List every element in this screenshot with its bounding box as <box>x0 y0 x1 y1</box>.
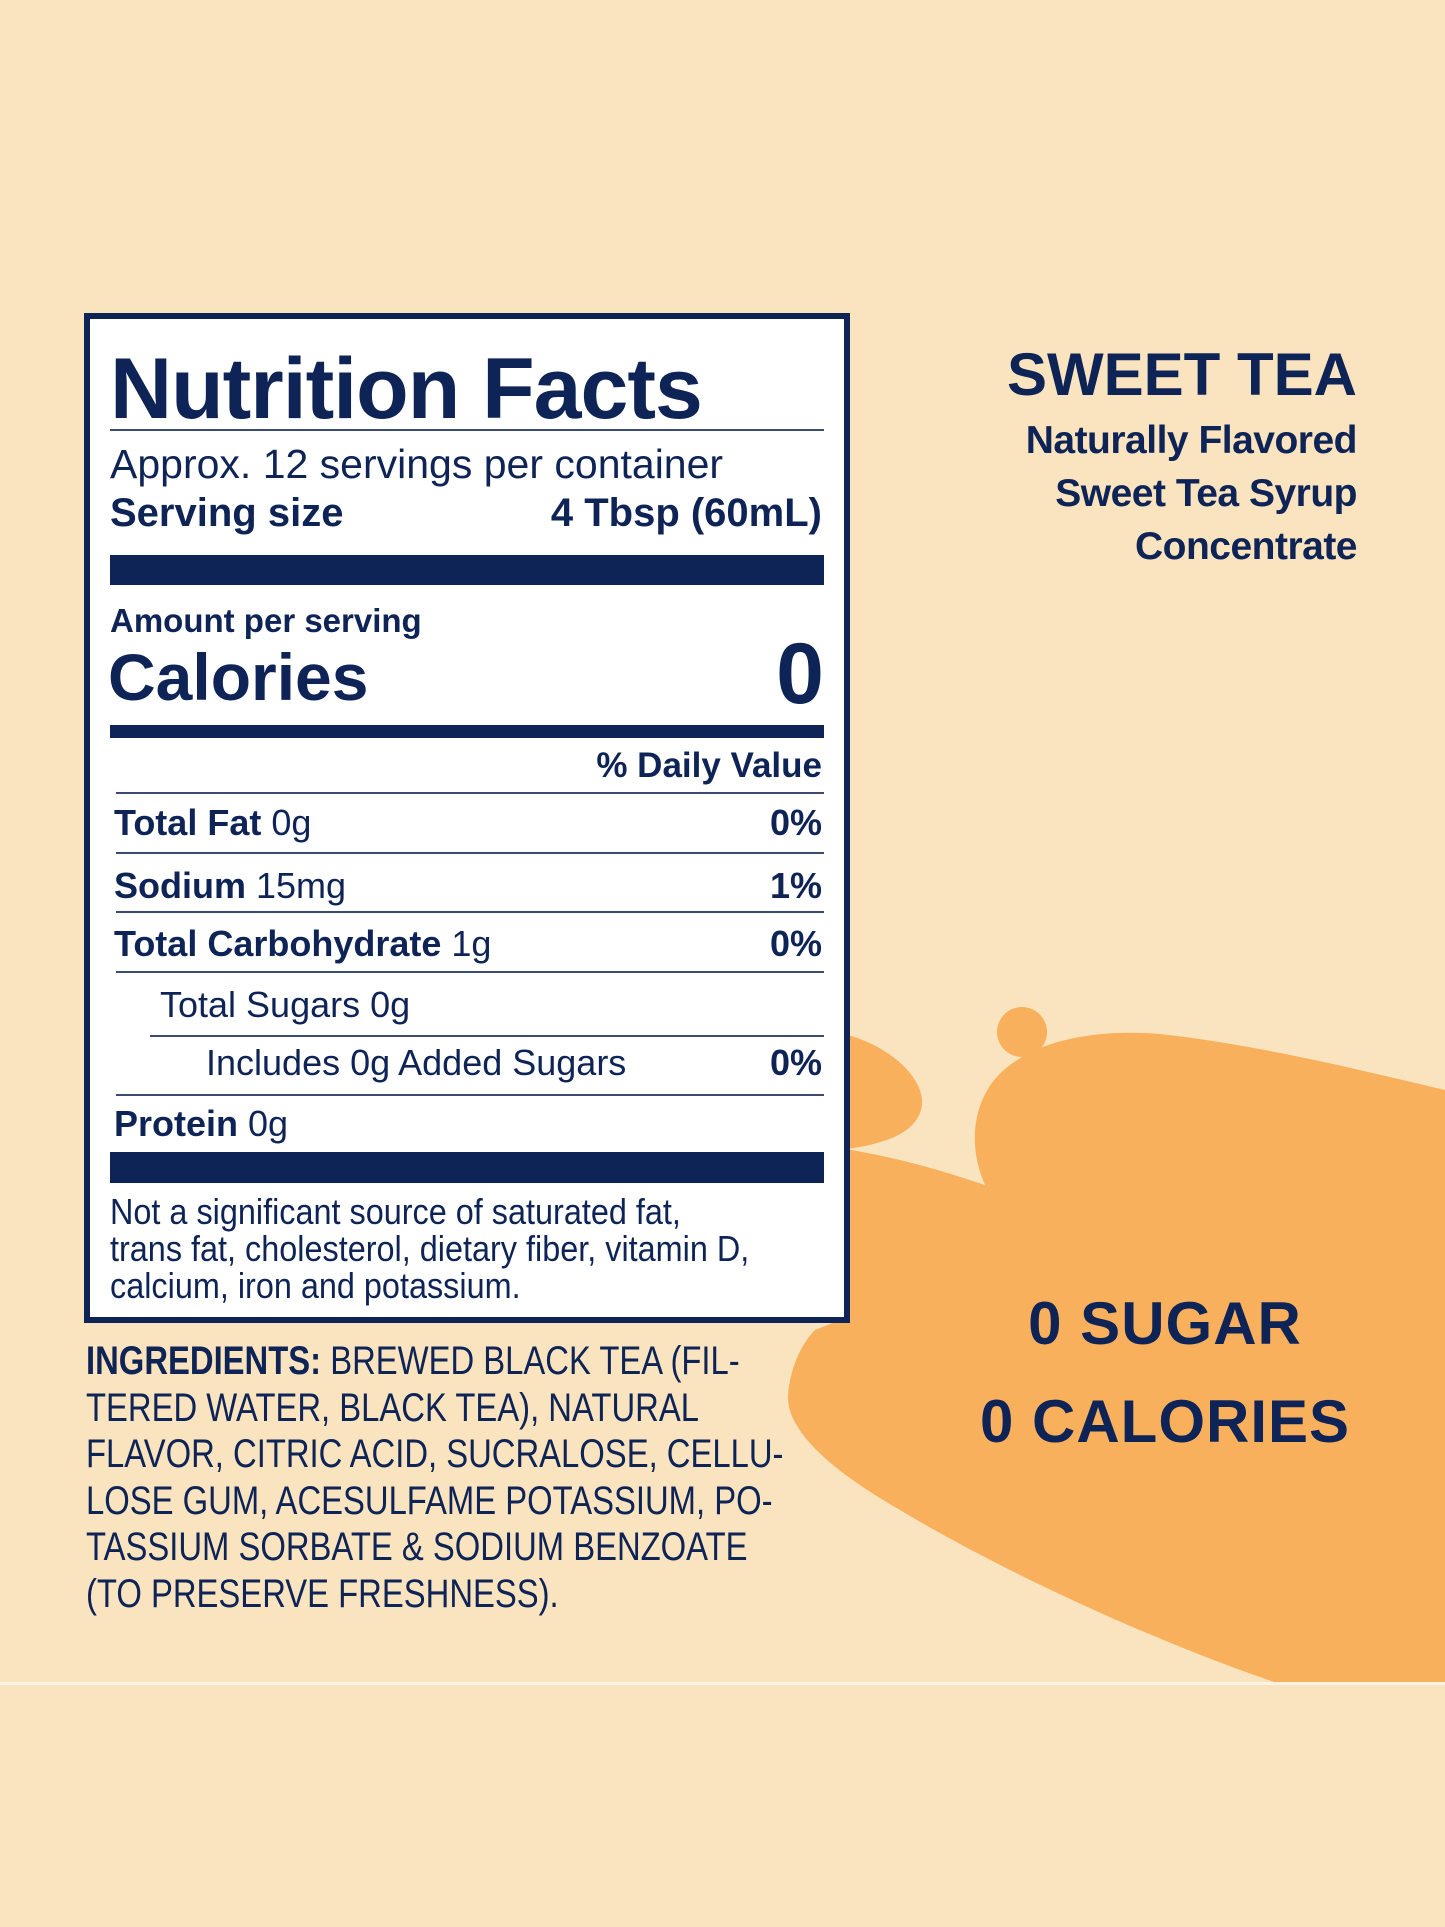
bottom-divider <box>0 1682 1445 1685</box>
rule <box>116 971 824 973</box>
product-name: SWEET TEA <box>1006 341 1357 408</box>
footnote-line: calcium, iron and potassium. <box>110 1265 521 1306</box>
rule <box>116 911 824 913</box>
amount-per-serving: Amount per serving <box>110 602 422 639</box>
rule <box>110 429 824 431</box>
splash-body <box>787 1032 1445 1684</box>
ingredients-line: (TO PRESERVE FRESHNESS). <box>86 1571 559 1616</box>
ingredients-text: BREWED BLACK TEA (FIL- <box>321 1339 740 1383</box>
footnote: Not a significant source of saturated fa… <box>110 1193 820 1304</box>
footnote-line: trans fat, cholesterol, dietary fiber, v… <box>110 1228 750 1269</box>
rule <box>116 1094 824 1096</box>
thick-rule <box>110 555 824 585</box>
ingredients-line: TASSIUM SORBATE & SODIUM BENZOATE <box>86 1525 748 1569</box>
nutrient-amount: 1g <box>451 923 492 964</box>
servings-per-container: Approx. 12 servings per container <box>110 441 724 487</box>
ingredients-list: INGREDIENTS: BREWED BLACK TEA (FIL- TERE… <box>86 1338 783 1617</box>
ingredients-line: FLAVOR, CITRIC ACID, SUCRALOSE, CELLU- <box>86 1432 784 1476</box>
calories-label: Calories <box>108 640 369 714</box>
daily-value-total-carbohydrate: 0% <box>769 923 822 964</box>
claim-zero-calories: 0 CALORIES <box>979 1388 1351 1455</box>
daily-value-added-sugars: 0% <box>769 1042 822 1083</box>
calories-value: 0 <box>776 626 824 722</box>
medium-rule <box>110 725 824 738</box>
nutrient-name: Protein <box>114 1103 239 1144</box>
product-description-line: Sweet Tea Syrup <box>1055 472 1357 515</box>
daily-value-header: % Daily Value <box>596 746 822 785</box>
nutrient-amount: 15mg <box>256 865 347 906</box>
nutrient-amount: 0g <box>248 1103 289 1144</box>
nutrient-amount: 0g <box>271 802 312 843</box>
nutrition-facts-label: Nutrition Facts Approx. 12 servings per … <box>84 313 850 1323</box>
nutrient-row-total-carbohydrate: Total Carbohydrate 1g <box>114 924 491 964</box>
nutrient-row-added-sugars: Includes 0g Added Sugars <box>206 1042 627 1083</box>
daily-value-total-fat: 0% <box>769 802 822 843</box>
nutrient-name: Sodium <box>114 865 246 906</box>
product-description: Naturally Flavored Sweet Tea Syrup Conce… <box>1025 414 1358 573</box>
nutrient-row-total-sugars: Total Sugars 0g <box>160 984 411 1025</box>
nutrient-row-total-fat: Total Fat 0g <box>114 803 311 843</box>
daily-value-sodium: 1% <box>769 865 822 906</box>
footnote-line: Not a significant source of saturated fa… <box>110 1191 681 1232</box>
nutrient-row-protein: Protein 0g <box>114 1104 288 1144</box>
thick-rule <box>110 1152 824 1183</box>
claim-zero-sugar: 0 SUGAR <box>1028 1290 1302 1357</box>
rule <box>116 792 824 794</box>
nutrient-name: Total Carbohydrate <box>114 923 442 964</box>
ingredients-line: LOSE GUM, ACESULFAME POTASSIUM, PO- <box>86 1478 773 1523</box>
serving-size-value: 4 Tbsp (60mL) <box>550 491 822 535</box>
product-description-line: Naturally Flavored <box>1025 419 1358 462</box>
nutrient-row-sodium: Sodium 15mg <box>114 866 346 906</box>
nutrient-name: Total Fat <box>114 802 262 843</box>
splash-droplet-dot <box>997 1007 1047 1057</box>
product-description-line: Concentrate <box>1134 525 1358 568</box>
label-title: Nutrition Facts <box>110 341 703 437</box>
rule <box>116 852 824 854</box>
rule <box>150 1035 824 1037</box>
ingredients-line: INGREDIENTS: BREWED BLACK TEA (FIL- <box>86 1338 783 1385</box>
serving-size-label: Serving size <box>110 491 344 535</box>
ingredients-line: TERED WATER, BLACK TEA), NATURAL <box>86 1385 699 1430</box>
ingredients-label: INGREDIENTS: <box>86 1339 322 1383</box>
